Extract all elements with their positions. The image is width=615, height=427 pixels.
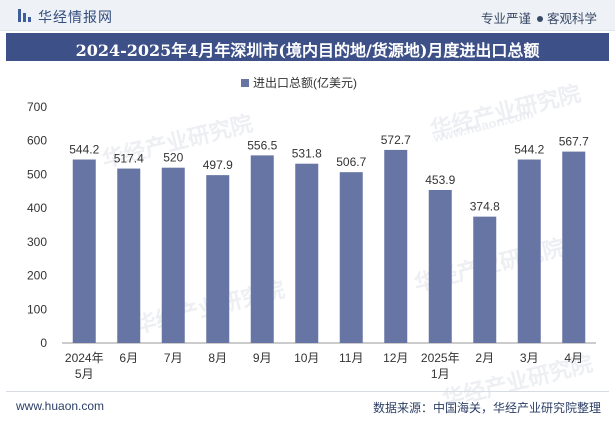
x-tick-label: 2024年 5月	[65, 351, 104, 381]
data-label: 572.7	[381, 133, 411, 147]
bar	[384, 149, 408, 343]
y-tick-label: 400	[27, 201, 47, 215]
x-tick-label: 11月	[339, 351, 363, 365]
y-tick-label: 700	[27, 100, 47, 114]
title-band: 2024-2025年4月年深圳市(境内目的地/货源地)月度进出口总额	[6, 33, 609, 61]
bar	[206, 175, 230, 343]
x-tick-label: 6月	[119, 351, 138, 365]
legend-label: 进出口总额(亿美元)	[253, 76, 357, 90]
bar	[473, 216, 497, 343]
x-tick-label: 7月	[164, 351, 183, 365]
bar	[250, 155, 274, 343]
bar	[117, 168, 141, 343]
y-tick-label: 500	[27, 167, 47, 181]
legend: 进出口总额(亿美元)	[241, 74, 357, 91]
bar	[517, 159, 541, 343]
bar	[295, 163, 319, 343]
chart-title: 2024-2025年4月年深圳市(境内目的地/货源地)月度进出口总额	[75, 41, 540, 60]
bullet-dot-icon	[536, 15, 543, 22]
data-label: 531.8	[292, 147, 322, 161]
footer-website: www.huaon.com	[16, 399, 105, 413]
data-label: 453.9	[425, 173, 455, 187]
y-tick-label: 600	[27, 134, 47, 148]
bar	[339, 172, 363, 343]
footer-source: 数据来源：中国海关，华经产业研究院整理	[372, 401, 601, 415]
x-tick-label: 8月	[208, 351, 227, 365]
y-tick-label: 100	[27, 302, 47, 316]
data-label: 374.8	[470, 200, 500, 214]
x-tick-label: 2月	[475, 351, 494, 365]
data-label: 517.4	[114, 152, 144, 166]
x-tick-label: 12月	[383, 351, 408, 365]
x-tick-label: 2025年 1月	[421, 351, 460, 381]
x-tick-label: 10月	[294, 351, 319, 365]
slogan-part-2: 客观科学	[546, 12, 597, 26]
legend-swatch	[241, 79, 249, 87]
y-tick-label: 200	[27, 269, 47, 283]
data-label: 544.2	[514, 143, 544, 157]
y-tick-label: 300	[27, 235, 47, 249]
data-label: 556.5	[247, 138, 277, 152]
data-label: 544.2	[69, 143, 99, 157]
x-tick-label: 9月	[253, 351, 272, 365]
bar	[72, 159, 96, 343]
data-label: 506.7	[336, 155, 366, 169]
bar	[428, 189, 452, 343]
data-label: 520	[163, 151, 183, 165]
bar-chart-logo-icon	[18, 9, 32, 22]
slogan-part-1: 专业严谨	[480, 12, 531, 26]
slogan: 专业严谨 客观科学	[481, 8, 597, 27]
x-tick-label: 3月	[520, 351, 539, 365]
data-label: 567.7	[559, 135, 589, 149]
brand-name: 华经情报网	[38, 9, 113, 25]
bar	[161, 167, 185, 343]
bar	[562, 151, 586, 343]
footer-divider	[6, 391, 609, 392]
top-bar: 华经情报网 专业严谨 客观科学	[0, 0, 615, 31]
data-label: 497.9	[203, 158, 233, 172]
x-tick-label: 4月	[564, 351, 583, 365]
y-tick-label: 0	[40, 336, 47, 350]
